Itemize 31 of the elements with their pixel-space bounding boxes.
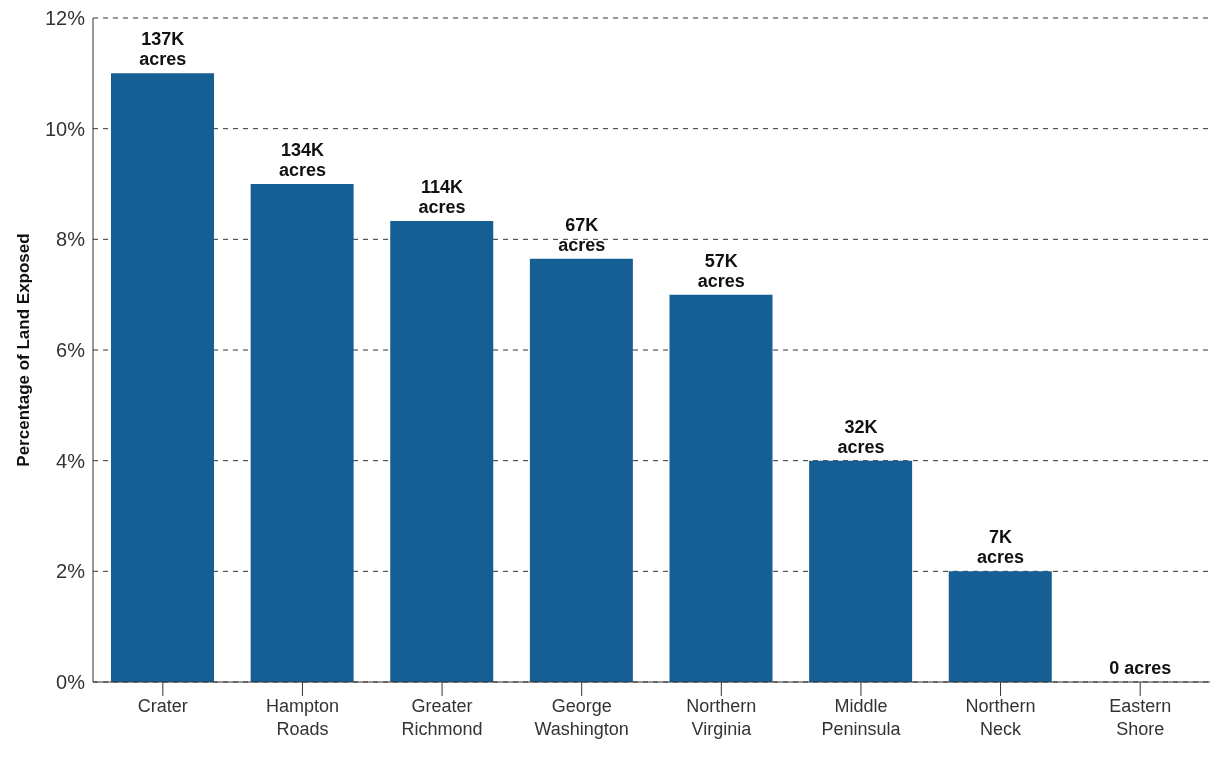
bar — [111, 73, 214, 682]
annotation: 137K acres — [139, 29, 187, 70]
x-tick-label: Northern Neck — [965, 696, 1036, 739]
bar — [529, 258, 633, 682]
x-tick-label: Crater — [137, 696, 188, 716]
bar — [390, 221, 494, 682]
annotation: 57K acres — [697, 250, 745, 291]
y-tick-label: 6% — [56, 339, 86, 362]
x-tick-label: Greater Richmond — [401, 696, 483, 739]
x-tick-label: George Washington — [534, 696, 629, 739]
annotation: 7K acres — [977, 527, 1025, 568]
y-tick-label: 0% — [56, 671, 86, 694]
annotation: 32K acres — [837, 416, 885, 457]
x-tick-label: Hampton Roads — [265, 696, 339, 739]
x-tick-label: Northern Virginia — [686, 696, 757, 739]
bar — [669, 294, 773, 682]
y-tick-label: 2% — [56, 560, 86, 583]
y-tick-label: 4% — [56, 449, 86, 472]
annotation: 0 acres — [1109, 658, 1172, 678]
y-axis-title: Percentage of Land Exposed — [14, 233, 34, 467]
annotation: 134K acres — [278, 140, 326, 180]
bar — [809, 460, 913, 682]
x-tick-label: Middle Peninsula — [821, 696, 902, 739]
x-tick-label: Eastern Shore — [1109, 696, 1172, 739]
y-tick-label: 10% — [44, 117, 86, 140]
bar — [250, 184, 354, 682]
annotation: 114K acres — [418, 177, 466, 218]
annotation: 67K acres — [558, 214, 606, 255]
y-tick-label: 8% — [56, 228, 86, 251]
bar — [948, 571, 1052, 682]
y-tick-label: 12% — [44, 7, 86, 30]
